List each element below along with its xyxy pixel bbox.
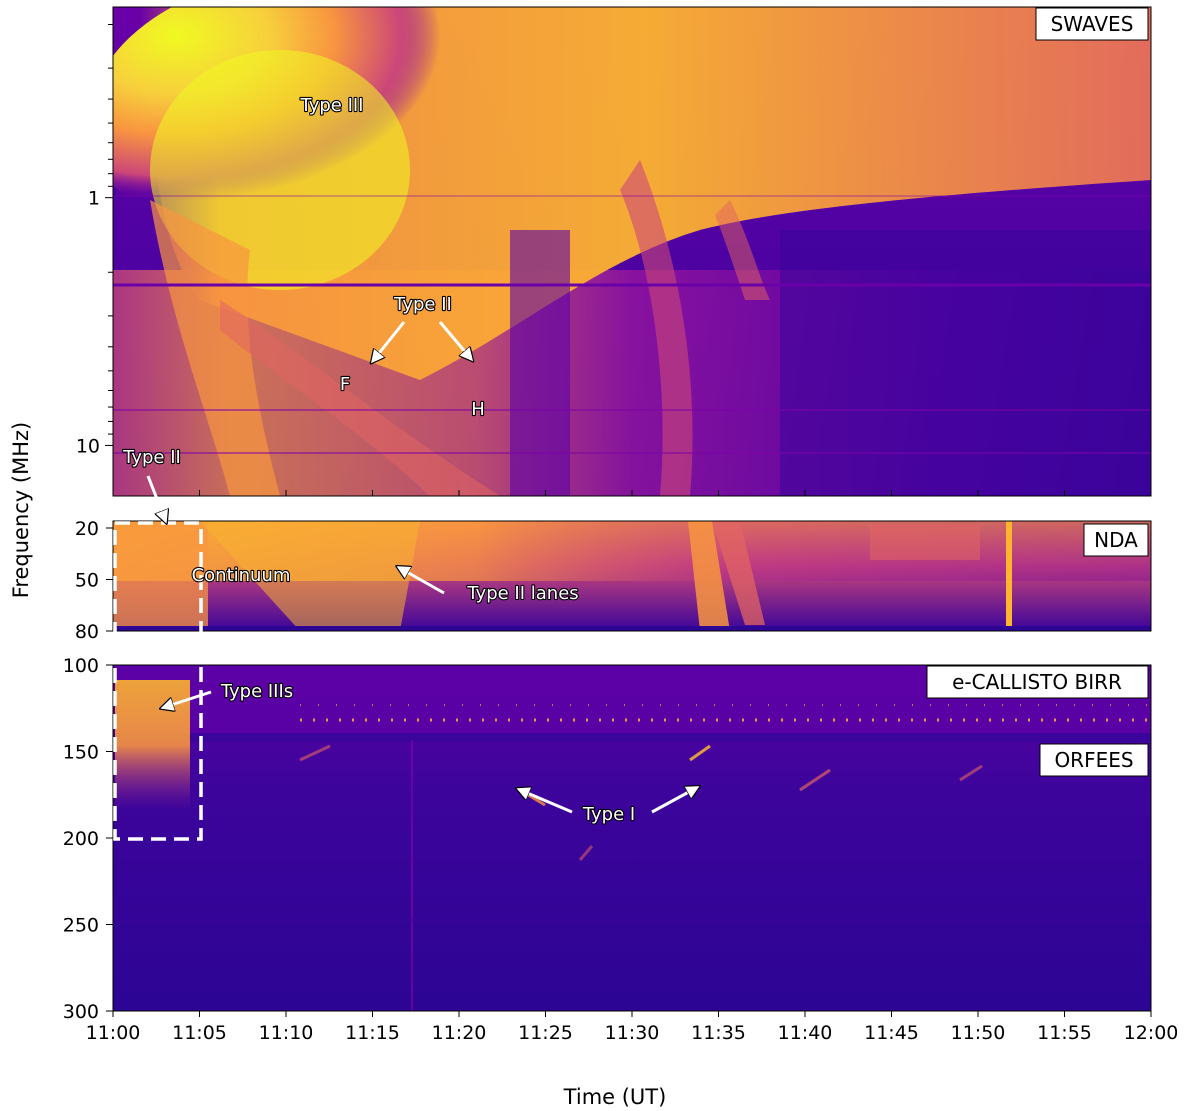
annotation-f: F (340, 374, 350, 395)
orfees-label-box: ORFEES (1039, 743, 1149, 777)
callisto-label-box: e-CALLISTO BIRR (926, 665, 1149, 699)
orfees-panel (113, 665, 1151, 1011)
x-tick-label: 11:05 (172, 1022, 227, 1044)
linear-y-ticks: 20 50 80 100 150 200 250 300 (63, 518, 113, 1023)
x-tick-label: 11:45 (864, 1022, 919, 1044)
x-tick-label: 11:00 (86, 1022, 141, 1044)
annotations: Type III Type II F H Type II Continuum T… (121, 94, 698, 826)
annotation-h: H (471, 399, 485, 420)
swaves-tick-label: 10 (76, 435, 100, 457)
annotation-continuum: Continuum (192, 565, 291, 586)
y-axis-title: Frequency (MHz) (9, 422, 33, 598)
x-tick-label: 11:15 (345, 1022, 400, 1044)
arrow-type-iiis (162, 690, 212, 708)
y-tick-label: 200 (63, 828, 99, 850)
annotation-type-iiis: Type IIIs (220, 681, 293, 702)
arrow-type-ii-lanes (398, 567, 445, 595)
x-tick-label: 11:25 (518, 1022, 573, 1044)
x-tick-label: 11:35 (691, 1022, 746, 1044)
highlight-box (113, 521, 203, 841)
swaves-tick-label: 1 (88, 188, 100, 210)
x-tick-label: 11:20 (432, 1022, 487, 1044)
callisto-label: e-CALLISTO BIRR (952, 670, 1122, 694)
y-tick-label: 50 (75, 570, 99, 592)
arrow-type-ii-nda (146, 475, 166, 522)
y-tick-label: 250 (63, 915, 99, 937)
swaves-label-box: SWAVES (1035, 7, 1149, 41)
annotation-type-iii: Type III (300, 95, 364, 116)
y-tick-label: 100 (63, 655, 99, 677)
nda-frame (112, 520, 1152, 632)
x-tick-label: 11:10 (259, 1022, 314, 1044)
x-tick-label: 11:30 (605, 1022, 660, 1044)
x-tick-label: 11:50 (951, 1022, 1006, 1044)
swaves-label: SWAVES (1051, 12, 1134, 36)
y-tick-label: 300 (63, 1001, 99, 1023)
annotation-type-i: Type I (582, 804, 635, 825)
arrow-type-ii-f (372, 321, 406, 362)
nda-panel (113, 521, 1151, 631)
swaves-panel (113, 7, 1151, 496)
annotation-type-ii-nda: Type II (122, 447, 181, 468)
annotation-type-ii-swaves: Type II (393, 294, 452, 315)
arrow-type-i-right (651, 787, 698, 814)
x-axis-ticks: 11:00 11:05 11:10 11:15 11:20 11:25 11:30 11:35… (86, 490, 1179, 1044)
orfees-label: ORFEES (1054, 748, 1133, 772)
x-axis-title: Time (UT) (563, 1085, 667, 1109)
x-tick-label: 11:55 (1037, 1022, 1092, 1044)
arrow-type-ii-h (438, 321, 472, 360)
arrow-type-i-left (518, 789, 573, 814)
y-tick-label: 150 (63, 742, 99, 764)
nda-label: NDA (1094, 528, 1138, 552)
nda-label-box: NDA (1083, 523, 1149, 557)
swaves-y-ticks: 1 10 (76, 23, 113, 457)
annotation-type-ii-lanes: Type II lanes (466, 583, 578, 604)
x-tick-label: 11:40 (778, 1022, 833, 1044)
y-tick-label: 80 (75, 621, 99, 643)
x-tick-label: 12:00 (1124, 1022, 1179, 1044)
y-tick-label: 20 (75, 518, 99, 540)
